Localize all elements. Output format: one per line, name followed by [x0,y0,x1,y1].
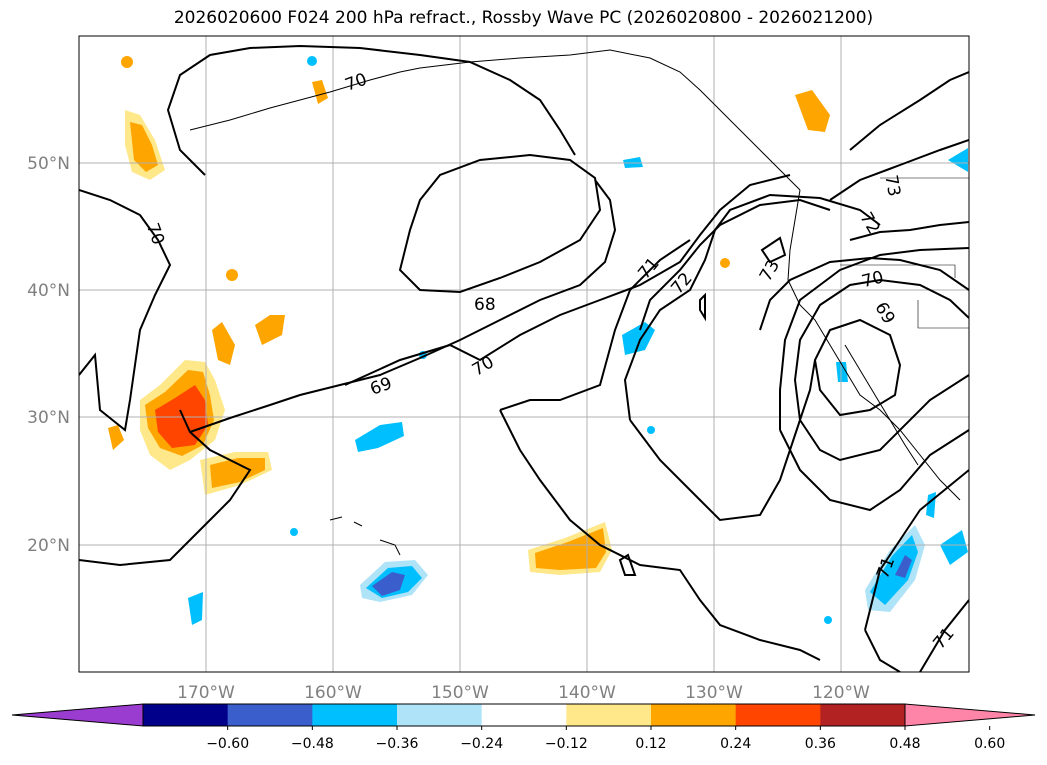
map-title: 2026020600 F024 200 hPa refract., Rossby… [173,8,874,28]
colorbar-ticks: −0.60 −0.48 −0.36 −0.24 −0.12 0.12 0.24 0.36 0.4… [206,726,1005,752]
anomaly-patch [870,535,918,605]
colorbar-tick-label: −0.48 [291,736,334,752]
map-frame [78,35,970,673]
lat-label: 50°N [27,154,70,174]
contour-69 [189,179,617,433]
anomaly-patch [130,122,158,172]
contour-73-east [849,71,969,151]
anomaly-patch [720,258,730,268]
colorbar-segment [227,704,313,726]
anomaly-patch [212,322,235,365]
anomaly-patch [255,315,285,345]
colorbar-tick-label: 0.36 [805,736,836,752]
anomaly-patch [108,425,124,450]
alaska-coast [419,49,801,191]
contour-70-west [79,189,172,432]
anomaly-patch [647,426,655,434]
anomaly-patch [535,528,606,570]
anomaly-patch [355,422,404,452]
colorbar-segment [481,704,567,726]
contour-71-southeast [864,469,969,672]
contour-71-east [779,247,969,512]
colorbar-segments [11,703,1036,727]
anomaly-patch [312,80,328,104]
colorbar-segment [143,704,229,726]
colorbar-segment [735,704,821,726]
north-america-west-coast [787,189,961,501]
colorbar-segment [566,704,652,726]
colorbar-extend-min [11,703,144,727]
lon-label: 120°W [812,683,870,703]
state-border [917,300,969,329]
anomaly-patch [895,555,912,578]
colorbar-segment [312,704,398,726]
contour-70-north [166,44,576,176]
negative-anomaly-fills [188,56,968,625]
hawaii [329,516,401,556]
contour-70 [79,174,791,567]
anomaly-patch [948,148,968,172]
colorbar-tick-label: −0.24 [460,736,503,752]
contour-72 [623,193,881,522]
anomaly-patch [836,362,848,382]
colorbar-extend-max [904,703,1036,727]
alaska-aleutian-coast [189,67,421,131]
contour-68-closed [398,153,602,294]
anomaly-patch [372,572,405,596]
lon-label: 130°W [685,683,743,703]
colorbar-segment [651,704,737,726]
contour-70-pacific [499,239,821,661]
lon-label: 170°W [177,683,235,703]
longitude-labels: 170°W 160°W 150°W 140°W 130°W 120°W [177,683,870,703]
anomaly-patch [940,530,968,565]
lat-label: 30°N [27,408,70,428]
contour-70-east [793,278,969,462]
contour-72-east [829,139,969,241]
anomaly-patch [210,458,265,488]
anomaly-patch [188,592,203,625]
colorbar-tick-label: −0.60 [206,736,249,752]
contour-71 [618,198,831,576]
anomaly-patch [795,90,830,132]
lon-label: 140°W [558,683,616,703]
lat-label: 20°N [27,536,70,556]
colorbar-segment [820,704,906,726]
colorbar-segment [397,704,483,726]
colorbar: −0.60 −0.48 −0.36 −0.24 −0.12 0.12 0.24 0.36 0.4… [11,703,1036,752]
latitude-labels: 50°N 40°N 30°N 20°N [27,154,70,556]
colorbar-tick-label: 0.48 [889,736,920,752]
baja-california [844,344,919,466]
lon-label: 160°W [304,683,362,703]
contour-69-east [813,318,902,417]
contour-label: 68 [474,295,496,315]
colorbar-tick-label: 0.60 [974,736,1005,752]
lon-label: 150°W [431,683,489,703]
contour-label: 73 [880,173,903,198]
state-border [840,264,956,278]
coastlines [189,49,969,556]
anomaly-patch [824,616,832,624]
anomaly-patch [290,528,298,536]
graticule [79,36,969,672]
lat-label: 40°N [27,281,70,301]
anomaly-patch [307,56,317,66]
anomaly-patch [226,269,238,281]
colorbar-frame [142,703,906,727]
contour-73 [699,236,969,331]
colorbar-tick-label: 0.12 [635,736,666,752]
colorbar-tick-label: −0.36 [376,736,419,752]
colorbar-tick-label: 0.24 [720,736,751,752]
colorbar-tick-label: −0.12 [545,736,588,752]
anomaly-patch [121,56,133,68]
contours [79,44,969,672]
